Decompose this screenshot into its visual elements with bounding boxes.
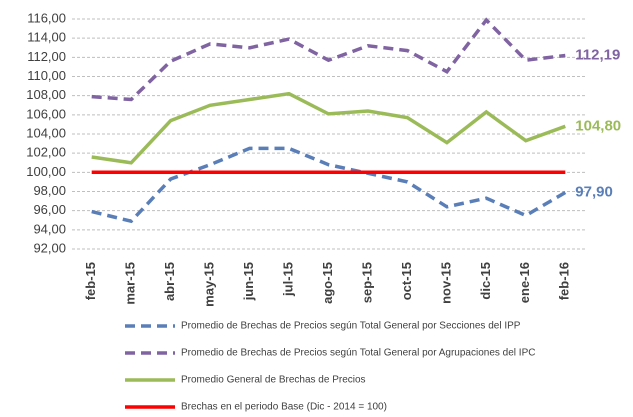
y-tick-label: 106,00 <box>26 106 66 121</box>
value-label: 112,19 <box>575 46 620 63</box>
x-tick-label: feb-16 <box>557 262 572 300</box>
x-tick-label: feb-15 <box>83 262 98 300</box>
x-tick-label: dic-15 <box>478 262 493 300</box>
y-tick-label: 112,00 <box>27 49 66 64</box>
x-tick-label: ago-15 <box>320 262 335 304</box>
y-tick-label: 96,00 <box>33 202 66 217</box>
y-tick-label: 102,00 <box>26 145 66 160</box>
y-tick-label: 100,00 <box>26 164 66 179</box>
x-tick-label: jul-15 <box>280 262 295 297</box>
x-tick-label: may-15 <box>202 262 217 307</box>
y-tick-label: 98,00 <box>33 183 66 198</box>
y-tick-label: 114,00 <box>27 30 66 45</box>
series-line <box>91 91 566 165</box>
y-tick-label: 116,00 <box>27 10 66 25</box>
value-label: 104,80 <box>575 117 621 134</box>
x-tick-label: nov-15 <box>438 262 453 304</box>
legend-label: Promedio de Brechas de Precios según Tot… <box>181 348 535 359</box>
x-tick-label: oct-15 <box>399 262 414 300</box>
x-tick-label: mar-15 <box>123 262 138 305</box>
series-line <box>91 17 566 102</box>
x-tick-label: abr-15 <box>162 262 177 301</box>
y-tick-label: 94,00 <box>33 221 66 236</box>
x-tick-label: ene-16 <box>517 262 532 303</box>
value-label: 97,90 <box>575 183 613 200</box>
x-tick-label: jun-15 <box>241 262 256 301</box>
x-tick-label: sep-15 <box>359 262 374 303</box>
y-tick-label: 104,00 <box>26 125 66 140</box>
legend-label: Promedio General de Brechas de Precios <box>181 375 366 386</box>
legend-label: Promedio de Brechas de Precios según Tot… <box>181 321 521 332</box>
y-tick-label: 110,00 <box>27 68 66 83</box>
y-tick-label: 108,00 <box>26 87 66 102</box>
y-tick-label: 92,00 <box>33 240 66 255</box>
legend-label: Brechas en el periodo Base (Dic - 2014 =… <box>181 402 387 413</box>
series-line <box>91 146 567 224</box>
